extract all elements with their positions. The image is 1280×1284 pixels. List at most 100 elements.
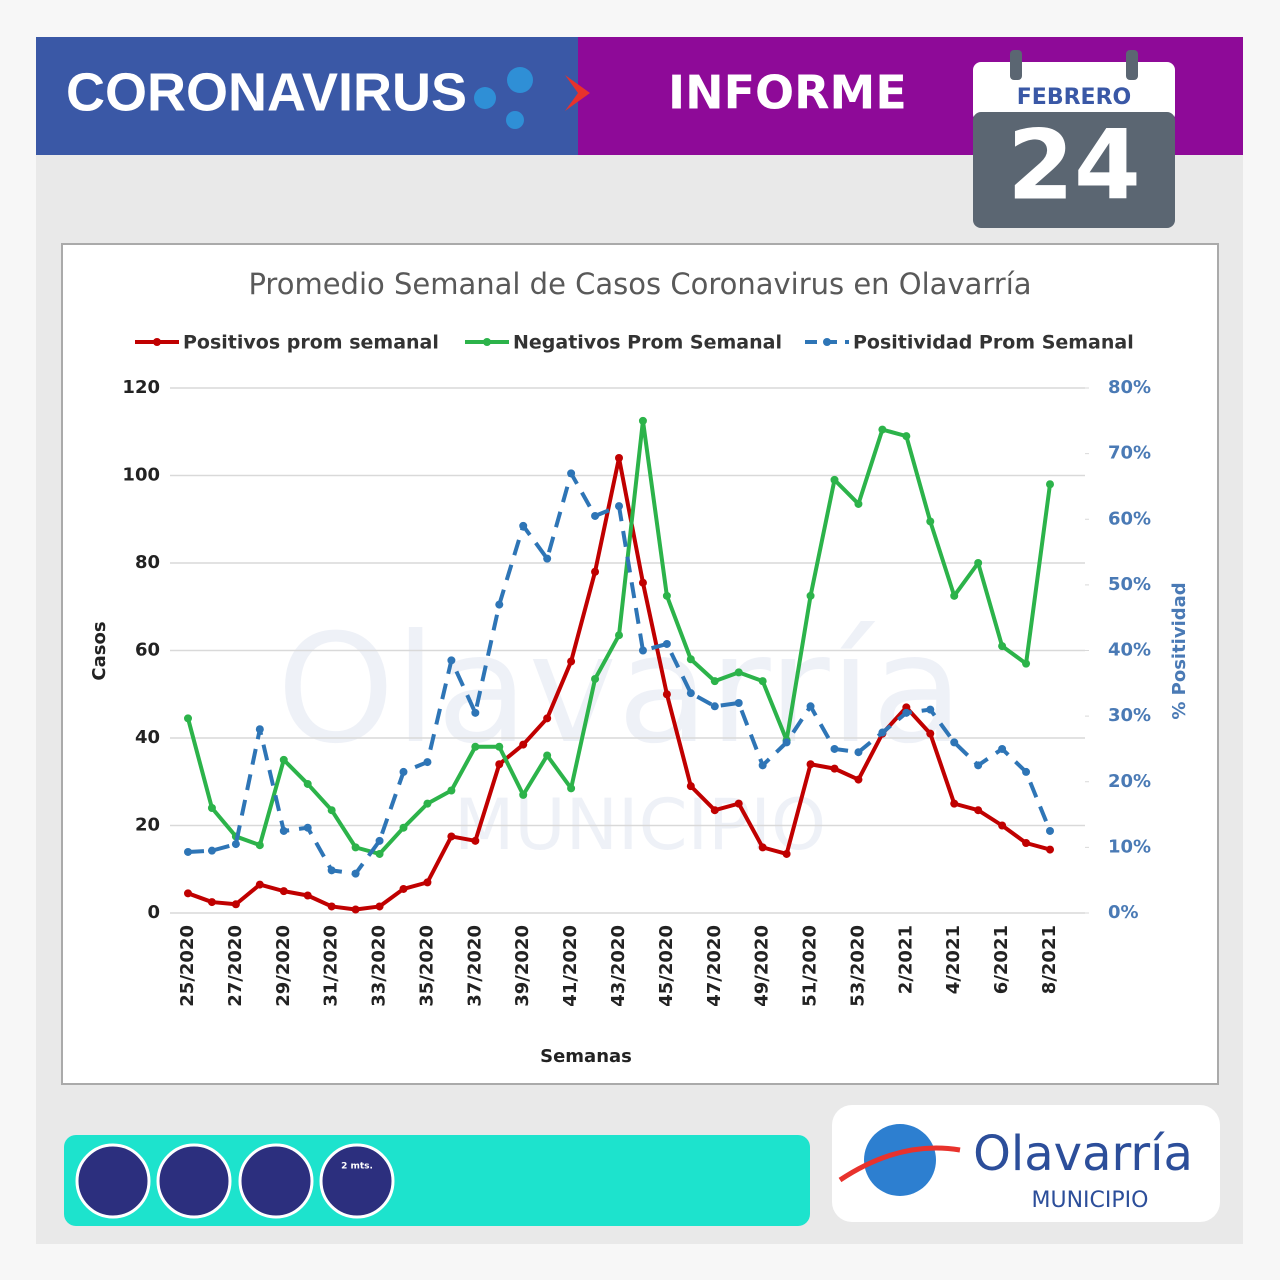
point bbox=[974, 559, 983, 567]
point bbox=[327, 866, 336, 875]
y-tick-label: 0 bbox=[147, 902, 160, 923]
point bbox=[1022, 659, 1031, 668]
point bbox=[615, 454, 623, 462]
x-tick-label: 2/2021 bbox=[895, 925, 916, 994]
point bbox=[543, 714, 552, 723]
point bbox=[638, 646, 647, 655]
point bbox=[710, 806, 719, 815]
point bbox=[950, 799, 959, 808]
x-tick-label: 29/2020 bbox=[273, 925, 294, 1007]
y2-tick-label: 0% bbox=[1108, 902, 1139, 923]
point bbox=[495, 742, 504, 751]
point bbox=[567, 657, 576, 666]
point bbox=[184, 847, 192, 856]
point bbox=[974, 806, 983, 815]
x-tick-label: 4/2021 bbox=[943, 925, 964, 994]
point bbox=[998, 821, 1007, 830]
point bbox=[638, 578, 647, 587]
point bbox=[662, 639, 671, 648]
point bbox=[399, 823, 408, 832]
point bbox=[686, 689, 695, 698]
x-tick-label: 45/2020 bbox=[656, 925, 677, 1007]
point bbox=[662, 591, 671, 600]
x-tick-label: 37/2020 bbox=[464, 925, 485, 1007]
point bbox=[303, 779, 312, 788]
point bbox=[998, 744, 1007, 753]
point bbox=[567, 784, 576, 793]
point bbox=[1046, 826, 1054, 835]
point bbox=[184, 714, 192, 723]
point bbox=[399, 767, 408, 776]
y2-tick-label: 80% bbox=[1108, 377, 1151, 398]
point bbox=[207, 804, 216, 812]
point bbox=[782, 849, 791, 858]
logo-name: Olavarría bbox=[973, 1126, 1193, 1182]
point bbox=[423, 799, 432, 808]
x-tick-label: 49/2020 bbox=[752, 925, 773, 1007]
point bbox=[375, 849, 384, 858]
point bbox=[423, 878, 432, 887]
point bbox=[519, 521, 528, 530]
point bbox=[782, 738, 791, 747]
point bbox=[758, 677, 767, 686]
point bbox=[327, 902, 336, 911]
point bbox=[231, 900, 240, 909]
point bbox=[926, 705, 935, 714]
point bbox=[543, 554, 552, 563]
point bbox=[447, 786, 456, 795]
legend-dot bbox=[153, 338, 161, 346]
point bbox=[495, 600, 504, 609]
distance-label: 2 mts. bbox=[341, 1162, 373, 1172]
y-tick-label: 100 bbox=[122, 465, 160, 486]
point bbox=[471, 708, 480, 717]
x-tick-label: 35/2020 bbox=[416, 925, 437, 1007]
calendar-bottom bbox=[973, 112, 1175, 228]
x-tick-label: 6/2021 bbox=[991, 925, 1012, 994]
point bbox=[638, 416, 647, 425]
point bbox=[519, 740, 528, 749]
point bbox=[1046, 845, 1054, 854]
point bbox=[255, 841, 264, 850]
y-tick-label: 80 bbox=[135, 552, 160, 573]
point bbox=[1046, 480, 1054, 489]
point bbox=[710, 702, 719, 711]
point bbox=[830, 744, 839, 753]
legend-dot bbox=[823, 338, 831, 346]
point bbox=[615, 631, 623, 640]
y2-tick-label: 70% bbox=[1108, 443, 1151, 464]
point bbox=[423, 758, 432, 767]
point bbox=[806, 591, 815, 600]
legend-label: Negativos Prom Semanal bbox=[513, 332, 782, 354]
point bbox=[399, 884, 408, 893]
legend-label: Positivos prom semanal bbox=[183, 332, 439, 354]
y2-tick-label: 50% bbox=[1108, 574, 1151, 595]
x-tick-label: 25/2020 bbox=[177, 925, 198, 1007]
point bbox=[878, 425, 887, 434]
point bbox=[686, 655, 695, 664]
point bbox=[686, 782, 695, 791]
logo-mark bbox=[864, 1124, 936, 1196]
x-tick-label: 47/2020 bbox=[704, 925, 725, 1007]
point bbox=[447, 832, 456, 841]
point bbox=[950, 738, 959, 747]
point bbox=[1022, 839, 1031, 847]
point bbox=[375, 902, 384, 911]
y-tick-label: 60 bbox=[135, 640, 160, 661]
logo-subtitle: MUNICIPIO bbox=[1032, 1188, 1149, 1213]
y-tick-label: 20 bbox=[135, 815, 160, 836]
point bbox=[806, 702, 815, 711]
point bbox=[591, 674, 600, 683]
x-tick-label: 41/2020 bbox=[560, 925, 581, 1007]
legend-dot bbox=[483, 338, 491, 346]
y2-axis-title: % Positividad bbox=[1169, 582, 1190, 719]
point bbox=[207, 898, 216, 907]
point bbox=[184, 889, 192, 898]
point bbox=[854, 775, 863, 784]
point bbox=[806, 760, 815, 769]
point bbox=[998, 642, 1007, 651]
point bbox=[303, 891, 312, 900]
point bbox=[207, 846, 216, 855]
point bbox=[662, 690, 671, 699]
point bbox=[351, 869, 360, 878]
